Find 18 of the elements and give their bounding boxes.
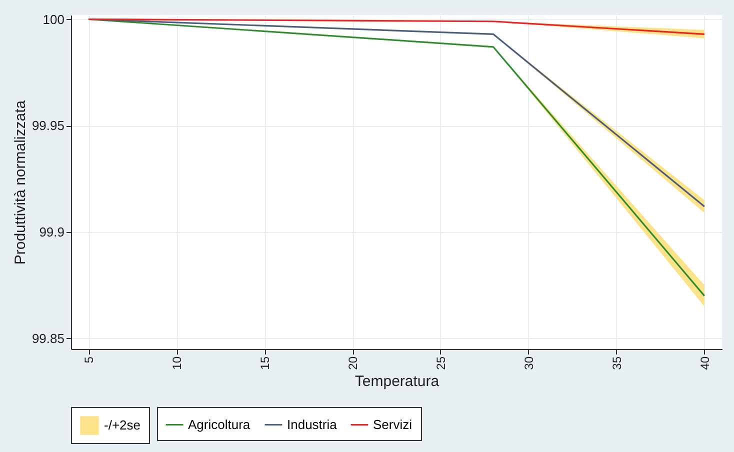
y-tick-label: 99.95 xyxy=(32,118,64,134)
x-tick-label: 30 xyxy=(522,356,536,370)
x-axis-title: Temperatura xyxy=(354,372,440,390)
x-tick-label: 15 xyxy=(258,356,272,370)
x-tick-label: 35 xyxy=(610,356,624,370)
x-tick-label: 25 xyxy=(434,356,448,370)
y-tick-label: 100 xyxy=(42,12,64,27)
y-axis-title: Produttività normalizzata xyxy=(12,100,29,265)
legend-label: Agricoltura xyxy=(188,416,251,432)
legend-label: Servizi xyxy=(373,416,412,432)
legend-label: Industria xyxy=(287,416,338,432)
y-tick-label: 99.9 xyxy=(39,224,64,240)
legend-label: -/+2se xyxy=(104,418,140,432)
x-tick-label: 10 xyxy=(170,356,184,370)
x-tick-label: 20 xyxy=(346,356,360,370)
x-tick-label: 40 xyxy=(698,356,712,370)
x-tick-label: 5 xyxy=(82,356,96,364)
y-tick-label: 99.85 xyxy=(32,330,64,346)
